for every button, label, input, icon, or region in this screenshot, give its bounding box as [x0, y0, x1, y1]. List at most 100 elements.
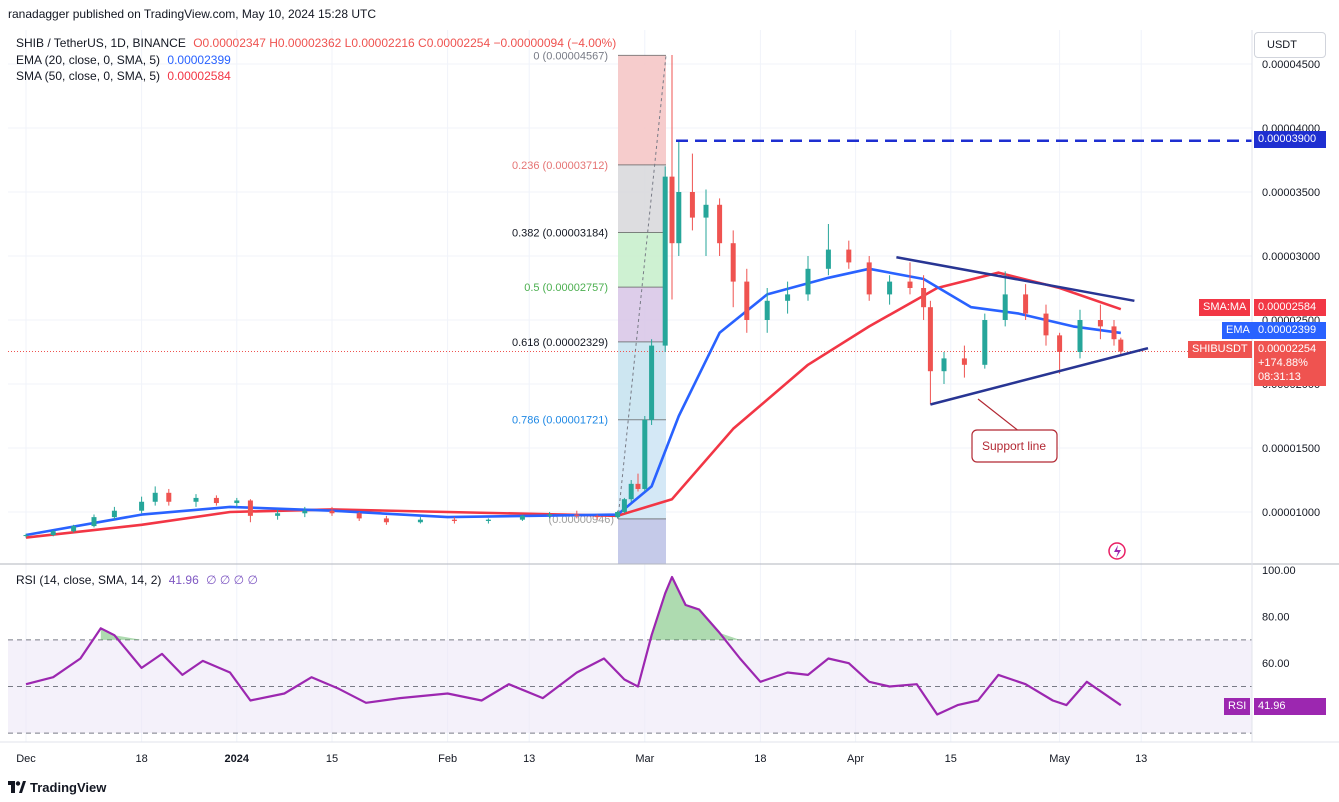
- candle-body: [615, 512, 621, 518]
- symbol-name-tag: SHIBUSDT: [1188, 341, 1252, 358]
- rsi-pane: [8, 575, 1252, 734]
- candle-body: [717, 204, 723, 244]
- tradingview-logo[interactable]: TradingView: [8, 780, 106, 795]
- price-tick-label: 0.00003500: [1262, 187, 1320, 199]
- candlesticks: [23, 55, 1124, 538]
- ema-label[interactable]: EMA (20, close, 0, SMA, 5): [16, 53, 161, 67]
- rsi-extra: ∅ ∅ ∅ ∅: [206, 573, 258, 587]
- candle-body: [111, 510, 117, 518]
- candle-body: [275, 513, 281, 516]
- fib-zone: [618, 164, 666, 233]
- candle-body: [574, 514, 580, 516]
- candle-body: [23, 535, 29, 537]
- fib-zone: [618, 341, 666, 420]
- candle-body: [213, 497, 219, 504]
- candle-body: [941, 358, 947, 372]
- sma-value: 0.00002584: [167, 69, 231, 83]
- sma-label[interactable]: SMA (50, close, 0, SMA, 5): [16, 69, 161, 83]
- price-tick-label: 0.00001000: [1262, 507, 1320, 519]
- candle-body: [730, 243, 736, 282]
- currency-button[interactable]: USDT: [1254, 32, 1326, 58]
- candle-body: [166, 492, 172, 502]
- time-tick-label: Feb: [438, 753, 457, 765]
- sma-50-line: [25, 271, 1122, 539]
- fib-zone: [618, 55, 666, 165]
- fib-level-label: 0.236 (0.00003712): [512, 160, 608, 172]
- rsi-price-tag: 41.96: [1254, 698, 1326, 715]
- candle-body: [1111, 326, 1117, 340]
- rsi-value: 41.96: [168, 573, 199, 587]
- time-tick-label: 2024: [225, 753, 250, 765]
- legend-rsi: RSI (14, close, SMA, 14, 2) 41.96 ∅ ∅ ∅ …: [16, 573, 258, 587]
- candle-body: [825, 249, 831, 269]
- sma-price-tag: 0.00002584: [1254, 299, 1326, 316]
- candle-body: [383, 518, 389, 523]
- fib-level-label: 0.5 (0.00002757): [524, 282, 608, 294]
- rsi-overbought-fill: [100, 577, 741, 640]
- candle-body: [982, 320, 988, 365]
- drawings: Support line: [676, 139, 1252, 560]
- candle-body: [689, 192, 695, 218]
- time-tick-label: 15: [326, 753, 338, 765]
- candle-body: [519, 515, 525, 520]
- ema-price-tag: 0.00002399: [1254, 322, 1326, 339]
- ema-value: 0.00002399: [167, 53, 231, 67]
- candle-body: [703, 204, 709, 218]
- candle-body: [247, 500, 253, 516]
- ema-name-tag: EMA: [1222, 322, 1254, 339]
- fib-level-label: 0 (0.00004567): [533, 50, 608, 62]
- candle-body: [91, 517, 97, 527]
- candle-body: [329, 510, 335, 514]
- last-price: 0.00002254: [1258, 343, 1317, 355]
- rsi-tick-label: 80.00: [1262, 612, 1290, 624]
- candle-body: [1097, 320, 1103, 327]
- ema-20-line: [25, 267, 1121, 537]
- price-tick-label: 0.00003000: [1262, 251, 1320, 263]
- legend-ema: EMA (20, close, 0, SMA, 5) 0.00002399: [16, 53, 231, 67]
- legend-sma: SMA (50, close, 0, SMA, 5) 0.00002584: [16, 69, 231, 83]
- candle-body: [547, 514, 553, 516]
- candle-body: [1043, 313, 1049, 336]
- candle-body: [921, 288, 927, 308]
- candle-body: [1077, 320, 1083, 352]
- rsi-label[interactable]: RSI (14, close, SMA, 14, 2): [16, 573, 162, 587]
- candle-body: [451, 519, 457, 521]
- candle-body: [594, 515, 600, 518]
- candle-body: [642, 419, 648, 489]
- candle-body: [635, 483, 641, 489]
- rsi-line: [25, 575, 1122, 716]
- candle-body: [193, 497, 199, 502]
- resistance-price-tag: 0.00003900: [1254, 131, 1326, 148]
- candle-body: [485, 519, 491, 521]
- candle-body: [887, 281, 893, 295]
- fib-level-label: 0.382 (0.00003184): [512, 227, 608, 239]
- symbol-name[interactable]: SHIB / TetherUS, 1D, BINANCE: [16, 36, 186, 50]
- candle-body: [961, 358, 967, 365]
- price-tick-label: 0.00004500: [1262, 59, 1320, 71]
- price-tick-label: 0.00001500: [1262, 443, 1320, 455]
- callout-text: Support line: [982, 439, 1046, 453]
- fib-level-label: 0.618 (0.00002329): [512, 337, 608, 349]
- callout-pointer: [977, 398, 1021, 433]
- candle-body: [1023, 294, 1029, 314]
- candle-body: [764, 300, 770, 320]
- candle-body: [356, 513, 362, 519]
- candle-body: [907, 281, 913, 288]
- time-tick-label: May: [1049, 753, 1070, 765]
- time-tick-label: Dec: [16, 753, 36, 765]
- candle-body: [1057, 335, 1063, 352]
- tradingview-wordmark: TradingView: [30, 780, 107, 795]
- candle-body: [662, 176, 668, 346]
- time-tick-label: 13: [1135, 753, 1147, 765]
- last-price-tag: 0.00002254 +174.88% 08:31:13: [1254, 341, 1326, 386]
- candle-body: [1118, 339, 1124, 352]
- rsi-tick-label: 60.00: [1262, 658, 1290, 670]
- publish-header: ranadagger published on TradingView.com,…: [8, 7, 377, 21]
- candle-body: [649, 345, 655, 420]
- candle-body: [139, 501, 145, 511]
- lightning-icon: [1108, 542, 1126, 560]
- time-tick-label: 18: [135, 753, 147, 765]
- lightning-icon-ring: [1108, 542, 1126, 560]
- time-tick-label: 18: [754, 753, 766, 765]
